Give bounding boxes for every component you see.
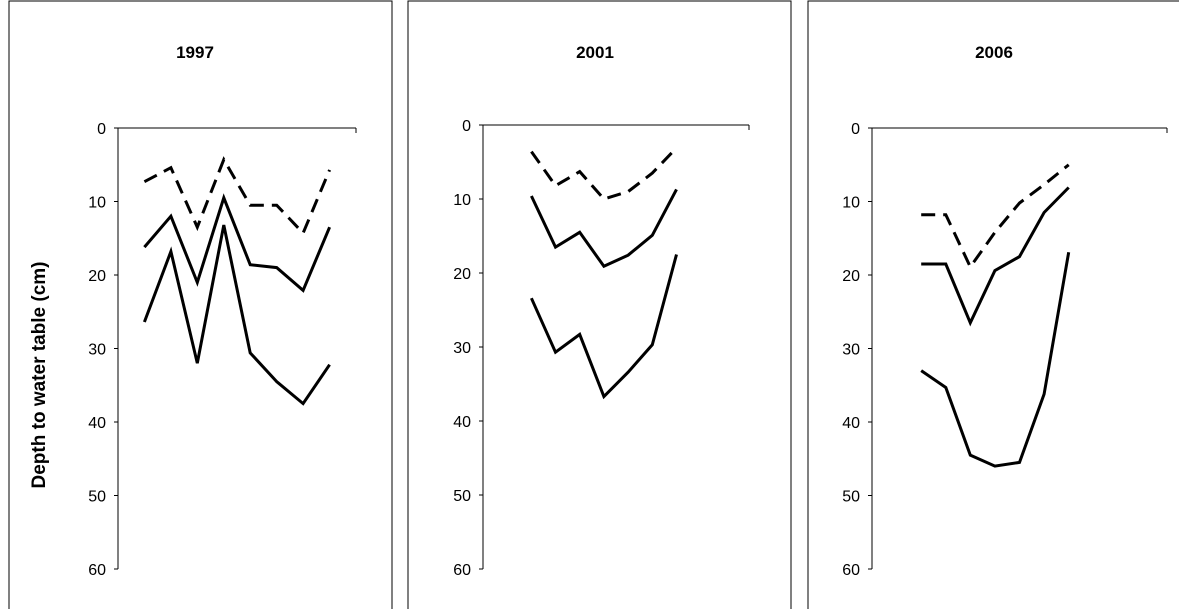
panel-title-1997: 1997 [176, 43, 214, 62]
y-tick-label: 50 [842, 489, 860, 506]
series-line-2 [921, 186, 1070, 327]
series-line-3 [530, 254, 678, 400]
y-tick-label: 20 [842, 268, 860, 285]
series-line-1 [530, 146, 678, 201]
y-tick-label: 40 [88, 415, 106, 432]
series-line-2 [143, 193, 331, 293]
series-line-2 [530, 188, 678, 269]
y-tick-label: 10 [88, 195, 106, 212]
y-tick-label: 0 [97, 121, 106, 138]
panel-2006: 0 10 20 30 40 50 60 [842, 121, 1168, 579]
y-tick-label: 40 [453, 414, 471, 431]
y-tick-label: 50 [88, 489, 106, 506]
panel-frame-2006 [807, 0, 1179, 609]
y-tick-label: 60 [453, 562, 471, 579]
y-tick-label: 30 [453, 340, 471, 357]
series-line-3 [142, 224, 331, 406]
series-line-3 [920, 251, 1071, 468]
y-tick-label: 60 [842, 562, 860, 579]
y-axis-title: Depth to water table (cm) [29, 262, 50, 489]
y-tick-label: 0 [851, 121, 860, 138]
panel-frame-1997 [8, 0, 393, 609]
y-tick-label: 50 [453, 488, 471, 505]
y-tick-label: 0 [462, 118, 471, 135]
y-tick-label: 10 [453, 192, 471, 209]
y-tick-label: 40 [842, 415, 860, 432]
panel-1997: 0 10 20 30 40 50 60 [88, 121, 357, 579]
panel-title-2001: 2001 [576, 43, 614, 62]
panel-frame-2001 [407, 0, 792, 609]
y-tick-label: 30 [88, 342, 106, 359]
y-tick-label: 60 [88, 562, 106, 579]
panel-2001: 0 10 20 30 40 50 60 [453, 118, 750, 579]
series-line-1 [921, 163, 1070, 270]
panel-title-2006: 2006 [975, 43, 1013, 62]
y-tick-label: 30 [842, 342, 860, 359]
y-tick-label: 10 [842, 195, 860, 212]
y-tick-label: 20 [88, 268, 106, 285]
y-tick-label: 20 [453, 266, 471, 283]
